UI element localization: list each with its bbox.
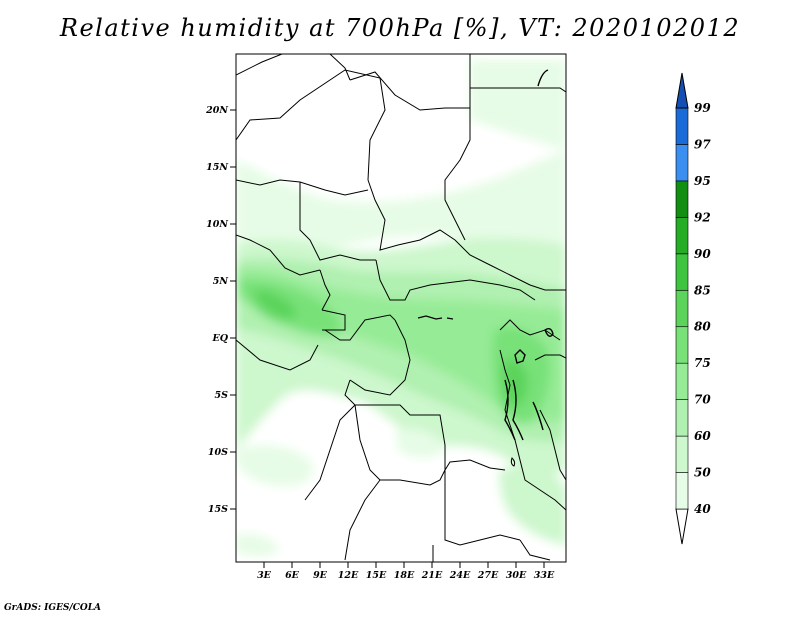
colorbar-segment bbox=[675, 362, 689, 400]
lat-tick-label: 15N bbox=[206, 162, 228, 173]
colorbar-segment bbox=[675, 72, 689, 109]
colorbar-segment bbox=[675, 289, 689, 328]
lon-tick-label: 24E bbox=[449, 570, 471, 581]
colorbar: 40 50 60 70 75 80 85 90 92 95 97 99 bbox=[675, 72, 711, 545]
lat-axis bbox=[230, 109, 236, 510]
lon-tick-label: 9E bbox=[313, 570, 328, 581]
colorbar-label: 60 bbox=[694, 429, 711, 443]
lon-tick-label: 33E bbox=[534, 570, 555, 581]
lon-tick-label: 6E bbox=[285, 570, 300, 581]
colorbar-label: 50 bbox=[694, 466, 711, 480]
lon-tick-label: 30E bbox=[506, 570, 527, 581]
political-borders bbox=[236, 54, 566, 562]
lat-tick-label: 20N bbox=[205, 105, 228, 116]
colorbar-label: 97 bbox=[694, 137, 711, 151]
colorbar-label: 92 bbox=[694, 210, 711, 224]
colorbar-label: 99 bbox=[694, 101, 711, 115]
lat-tick-label: 10S bbox=[208, 447, 228, 458]
colorbar-label: 80 bbox=[694, 320, 711, 334]
colorbar-segment bbox=[675, 472, 689, 510]
colorbar-label: 95 bbox=[694, 174, 711, 188]
colorbar-label: 75 bbox=[694, 356, 711, 370]
lon-tick-label: 15E bbox=[366, 570, 387, 581]
lon-tick-label: 18E bbox=[394, 570, 415, 581]
colorbar-segment bbox=[675, 326, 689, 364]
lon-tick-label: 12E bbox=[338, 570, 359, 581]
humidity-field bbox=[236, 54, 566, 562]
lon-axis bbox=[263, 562, 545, 568]
colorbar-segment bbox=[675, 144, 689, 182]
footer-credit: GrADS: IGES/COLA bbox=[4, 603, 102, 613]
colorbar-segment bbox=[675, 180, 689, 218]
colorbar-label: 40 bbox=[694, 502, 711, 516]
colorbar-segment bbox=[675, 435, 689, 473]
colorbar-segment bbox=[675, 253, 689, 291]
map-frame bbox=[235, 53, 567, 563]
colorbar-label: 85 bbox=[694, 283, 711, 297]
lon-tick-label: 3E bbox=[257, 570, 272, 581]
colorbar-segment bbox=[675, 508, 689, 545]
lat-tick-label: 5S bbox=[215, 390, 229, 401]
lat-tick-label: 15S bbox=[208, 504, 228, 515]
colorbar-label: 90 bbox=[694, 247, 711, 261]
colorbar-segment bbox=[675, 399, 689, 437]
lat-tick-label: 10N bbox=[206, 219, 228, 230]
lon-tick-label: 27E bbox=[477, 570, 499, 581]
map-title: Relative humidity at 700hPa [%], VT: 202… bbox=[59, 14, 741, 42]
colorbar-segment bbox=[675, 107, 689, 145]
colorbar-label: 70 bbox=[694, 393, 711, 407]
lat-tick-label: 5N bbox=[213, 276, 229, 287]
lat-tick-label: EQ bbox=[211, 333, 228, 344]
colorbar-segment bbox=[675, 217, 689, 255]
lon-tick-label: 21E bbox=[421, 570, 443, 581]
